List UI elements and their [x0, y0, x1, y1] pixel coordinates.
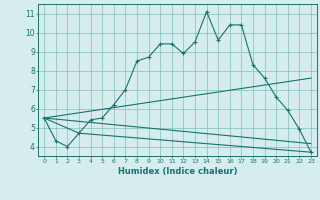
X-axis label: Humidex (Indice chaleur): Humidex (Indice chaleur) [118, 167, 237, 176]
